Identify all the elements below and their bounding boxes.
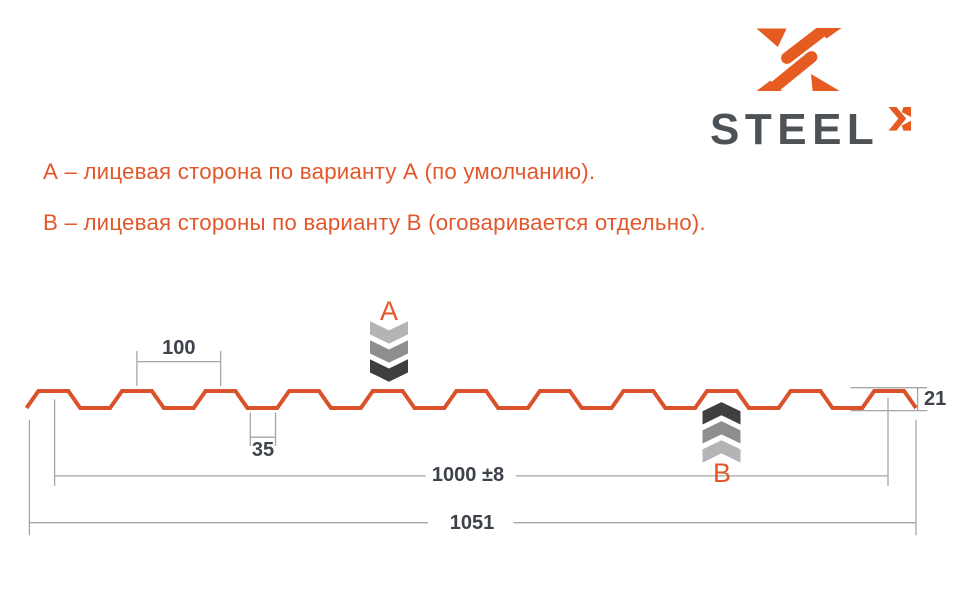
note-variant-b: В – лицевая стороны по варианту В (огова…	[43, 210, 706, 235]
variant-b-arrows-icon	[702, 402, 741, 463]
dim-height-label: 21	[924, 388, 947, 411]
dim-trough-label: 35	[251, 439, 275, 461]
dim-pitch-lines	[136, 351, 222, 386]
logo-x-icon	[888, 107, 912, 131]
dim-height-lines	[850, 387, 928, 412]
dim-overall-width-label: 1051	[449, 511, 495, 534]
dim-cover-width-lines	[53, 397, 889, 486]
dim-cover-width-label: 1000 ±8	[431, 464, 505, 487]
note-variant-a: А – лицевая сторона по варианту А (по ум…	[43, 159, 596, 184]
logo-wordmark: STEEL	[710, 105, 880, 154]
dim-pitch-label: 100	[162, 336, 196, 359]
variant-b-label: В	[712, 457, 732, 488]
dim-overall-width-lines	[28, 419, 917, 536]
steelx-logo-icon	[755, 28, 842, 91]
variant-a-arrows-icon	[370, 321, 408, 382]
sheet-profile-outline	[24, 389, 918, 410]
dim-trough-lines	[249, 412, 277, 446]
variant-a-label: А	[379, 296, 399, 326]
